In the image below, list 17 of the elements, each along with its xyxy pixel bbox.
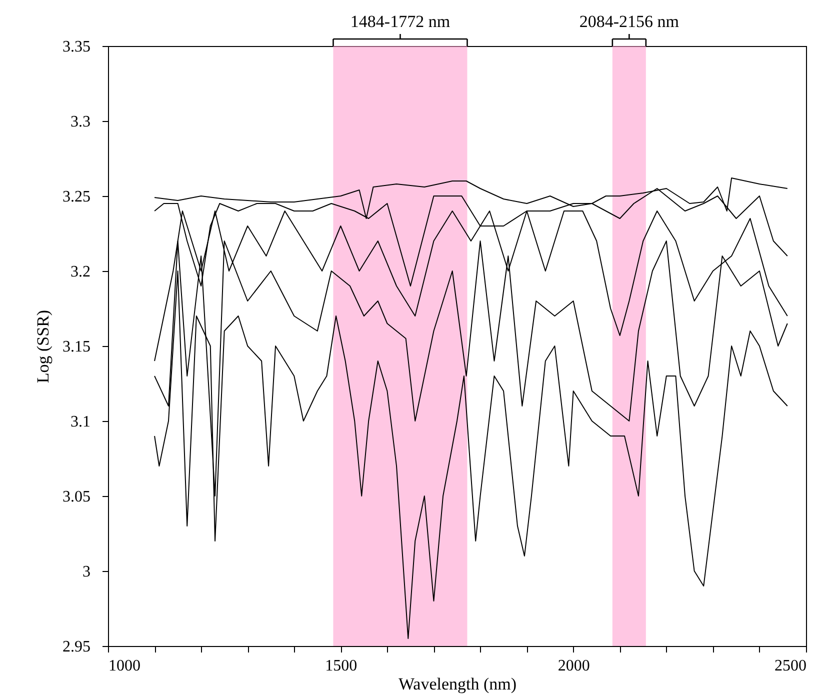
x-tick-label: 2500 — [774, 658, 806, 674]
y-axis-title: Log (SSR) — [34, 310, 52, 384]
y-tick-label: 3.05 — [62, 488, 90, 506]
y-tick-label: 3.35 — [62, 38, 90, 56]
y-tick-label: 3.2 — [70, 264, 90, 280]
band-label: 1484-1772 nm — [350, 12, 450, 31]
x-tick-label: 1500 — [325, 658, 358, 674]
y-tick-label: 3.1 — [70, 414, 90, 430]
x-tick-label: 1000 — [108, 658, 140, 674]
y-tick-label: 3.15 — [62, 338, 90, 356]
band-label: 2084-2156 nm — [579, 12, 679, 31]
x-tick-label: 2000 — [558, 658, 590, 674]
x-axis-title: Wavelength (nm) — [398, 674, 517, 694]
y-tick-label: 3.3 — [70, 114, 90, 130]
y-tick-label: 3.25 — [62, 188, 90, 206]
y-tick-label: 3 — [82, 564, 90, 580]
y-tick-label: 2.95 — [62, 638, 90, 656]
